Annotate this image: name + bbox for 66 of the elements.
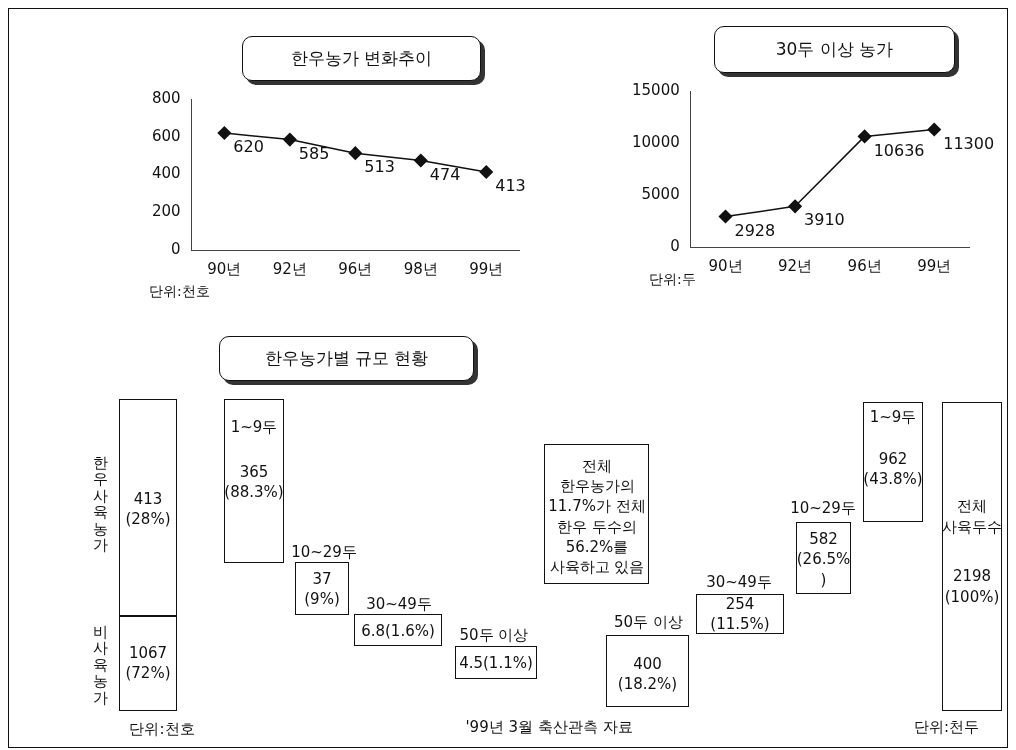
data-label: 620 xyxy=(233,137,264,157)
y-tick-label: 10000 xyxy=(632,132,680,151)
x-tick-label: 92년 xyxy=(778,256,813,275)
text: 1067 (72%) xyxy=(124,642,172,684)
x-tick-label: 99년 xyxy=(917,256,952,275)
text: 단위:두 xyxy=(649,271,696,289)
text: 962 (43.8%) xyxy=(863,448,923,490)
text: 10~29두 xyxy=(291,541,357,563)
text: 1~9두 xyxy=(869,406,917,428)
text: 400 (18.2%) xyxy=(616,653,679,695)
text: 365 (88.3%) xyxy=(224,461,284,503)
y-tick-label: 200 xyxy=(151,202,181,221)
y-tick-label: 0 xyxy=(171,239,181,258)
x-tick-label: 99년 xyxy=(469,259,504,278)
point xyxy=(217,126,232,140)
point xyxy=(788,199,802,214)
text: 전체 사육두수 xyxy=(942,496,1002,537)
point xyxy=(283,132,297,147)
point xyxy=(414,153,428,168)
text: 단위:천두 xyxy=(913,716,980,738)
text: '99년 3월 축산관측 자료 xyxy=(465,716,633,738)
x-tick-label: 90년 xyxy=(708,256,743,275)
chart-title: 한우농가 변화추이 xyxy=(242,36,481,81)
text: 전체 한우농가의 11.7%가 전체 한우 두수의 56.2%를 사육하고 있음 xyxy=(547,455,647,578)
data-label: 513 xyxy=(364,157,395,177)
x-tick-label: 90년 xyxy=(207,259,242,278)
point xyxy=(857,129,872,144)
data-label: 474 xyxy=(429,164,461,184)
text: 50두 이상 xyxy=(614,611,683,633)
text: 582 (26.5%) xyxy=(796,529,851,590)
text: 2198 (100%) xyxy=(943,566,1001,607)
text: 단위:천호 xyxy=(129,718,195,740)
y-tick-label: 600 xyxy=(151,126,181,145)
point xyxy=(927,122,941,137)
point xyxy=(348,146,363,160)
text: 37 (9%) xyxy=(303,568,341,610)
y-tick-label: 800 xyxy=(151,88,181,107)
text: 30~49두 xyxy=(706,571,772,593)
text: 한우농가별 규모 현황 xyxy=(219,336,474,381)
data-label: 3910 xyxy=(804,210,845,230)
data-label: 585 xyxy=(298,143,330,163)
y-tick-label: 5000 xyxy=(641,184,680,203)
y-tick-label: 0 xyxy=(670,236,680,255)
text: 한우사육농가 xyxy=(92,453,108,554)
text: 50두 이상 xyxy=(459,624,529,646)
data-label: 10636 xyxy=(873,140,925,160)
point xyxy=(479,165,494,179)
data-label: 413 xyxy=(495,176,526,196)
x-tick-label: 96년 xyxy=(338,259,373,278)
text: 30~49두 xyxy=(366,593,432,615)
text: 단위:천호 xyxy=(149,283,210,301)
text: 비사육농가 xyxy=(92,622,108,707)
x-tick-label: 92년 xyxy=(272,259,307,278)
text: 1~9두 xyxy=(230,416,278,438)
point xyxy=(718,209,733,224)
text: 10~29두 xyxy=(790,497,856,519)
text: 4.5(1.1%) xyxy=(459,652,533,674)
y-tick-label: 400 xyxy=(151,164,181,183)
chart-title: 30두 이상 농가 xyxy=(714,26,955,73)
text: 6.8(1.6%) xyxy=(361,620,435,642)
x-tick-label: 98년 xyxy=(403,259,438,278)
text: 413 (28%) xyxy=(124,488,172,530)
data-label: 11300 xyxy=(943,133,995,153)
data-label: 2928 xyxy=(734,220,776,240)
x-tick-label: 96년 xyxy=(847,256,882,275)
y-tick-label: 15000 xyxy=(632,80,680,99)
